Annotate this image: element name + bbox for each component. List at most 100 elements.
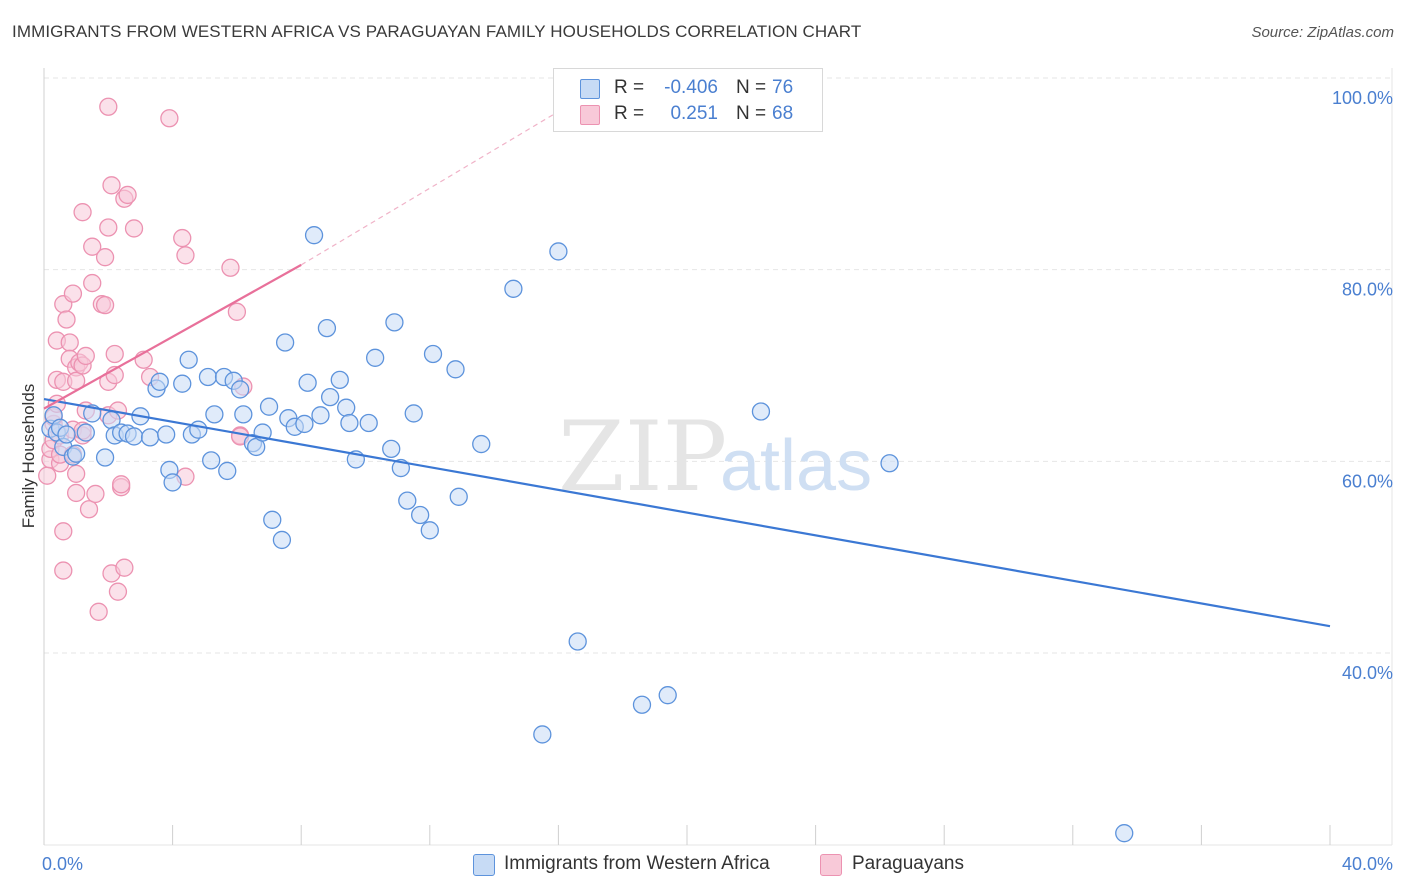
blue-point (179, 350, 198, 369)
stats-legend-row-pink: R = 0.251 N = 68 (554, 101, 822, 127)
pink-point (86, 484, 105, 504)
y-tick-label: 40.0% (1342, 663, 1393, 683)
blue-point (340, 413, 359, 433)
blue-point (67, 444, 86, 463)
legend-swatch-blue (473, 854, 495, 876)
blue-point (446, 360, 465, 379)
pink-point (60, 333, 79, 352)
blue-point (95, 448, 115, 467)
legend-label-pink: Paraguayans (852, 853, 964, 874)
blue-point (173, 374, 192, 393)
blue-point (423, 344, 443, 364)
r-label: R = (614, 103, 645, 124)
n-label: N = (736, 77, 767, 98)
pink-trend-extension (300, 111, 559, 266)
stats-legend: R = -0.406 N = 76 R = 0.251 N = 68 (553, 68, 823, 132)
r-label: R = (614, 77, 645, 98)
pink-point (108, 582, 128, 601)
blue-point (295, 414, 314, 434)
blue-point (259, 397, 279, 416)
blue-point (365, 348, 385, 367)
blue-point (230, 380, 250, 399)
pink-swatch (580, 105, 600, 125)
blue-point (359, 413, 378, 433)
pink-point (73, 203, 92, 222)
pink-point (95, 295, 115, 315)
pink-point (57, 310, 76, 329)
pink-point (76, 346, 95, 366)
watermark: ZIP atlas (558, 401, 872, 513)
n-value: 68 (772, 103, 794, 124)
legend-label-blue: Immigrants from Western Africa (504, 853, 770, 874)
blue-point (304, 226, 324, 245)
blue-point (549, 242, 568, 261)
blue-point (311, 406, 330, 425)
pink-point (118, 185, 137, 205)
pink-point (105, 344, 124, 364)
blue-point (385, 313, 404, 332)
blue-point (57, 425, 76, 444)
blue-point (658, 686, 677, 705)
pink-point (79, 500, 99, 519)
tick-labels: 40.0% 60.0% 80.0% 100.0% 0.0% 40.0% (42, 88, 1393, 874)
blue-point (150, 372, 169, 391)
pink-point (83, 237, 102, 256)
source-credit: Source: ZipAtlas.com (1251, 24, 1394, 41)
gridlines (44, 77, 1392, 654)
n-value: 76 (772, 77, 794, 98)
blue-point (275, 333, 295, 352)
pink-point (95, 248, 115, 267)
pink-point (38, 466, 57, 485)
y-axis-label: Family Households (19, 384, 38, 529)
blue-point (411, 505, 430, 525)
pink-point (89, 602, 108, 621)
pink-point (54, 561, 73, 580)
blue-point (140, 428, 160, 447)
data-points (38, 97, 1134, 843)
pink-point (99, 218, 118, 237)
pink-point (99, 97, 118, 116)
blue-point (218, 461, 237, 481)
blue-point (198, 367, 218, 387)
pink-point (115, 558, 134, 577)
blue-point (263, 510, 282, 529)
blue-point (337, 398, 356, 417)
blue-trend-line (43, 397, 1331, 628)
blue-point (472, 434, 491, 454)
blue-point (320, 387, 340, 407)
blue-point (420, 521, 439, 540)
pink-trend-line (43, 263, 302, 410)
blue-point (504, 279, 523, 298)
blue-point (157, 425, 176, 444)
blue-point (398, 491, 417, 510)
blue-point (272, 530, 292, 550)
blue-point (568, 632, 587, 651)
blue-point (533, 725, 552, 744)
n-label: N = (736, 103, 767, 124)
blue-point (317, 318, 337, 338)
pink-point (160, 109, 179, 128)
y-tick-label: 60.0% (1342, 471, 1393, 491)
watermark-zip: ZIP (558, 401, 727, 513)
x-tick-label: 0.0% (42, 854, 83, 874)
x-tick-label: 40.0% (1342, 854, 1393, 874)
pink-point (176, 246, 195, 265)
trend-lines (43, 111, 1331, 628)
pink-point (67, 483, 86, 503)
blue-point (449, 487, 468, 506)
y-tick-label: 100.0% (1332, 88, 1393, 108)
blue-point (189, 420, 208, 439)
blue-point (202, 451, 221, 470)
watermark-atlas: atlas (720, 426, 872, 506)
pink-point (173, 228, 192, 248)
blue-point (163, 473, 182, 492)
blue-point (124, 427, 144, 446)
pink-point (102, 176, 121, 195)
pink-point (227, 302, 247, 321)
r-value: 0.251 (670, 103, 718, 124)
blue-point (234, 405, 253, 424)
blue-point (632, 695, 652, 714)
chart-title: IMMIGRANTS FROM WESTERN AFRICA VS PARAGU… (12, 22, 862, 41)
blue-point (880, 454, 899, 473)
y-tick-label: 80.0% (1342, 280, 1393, 300)
